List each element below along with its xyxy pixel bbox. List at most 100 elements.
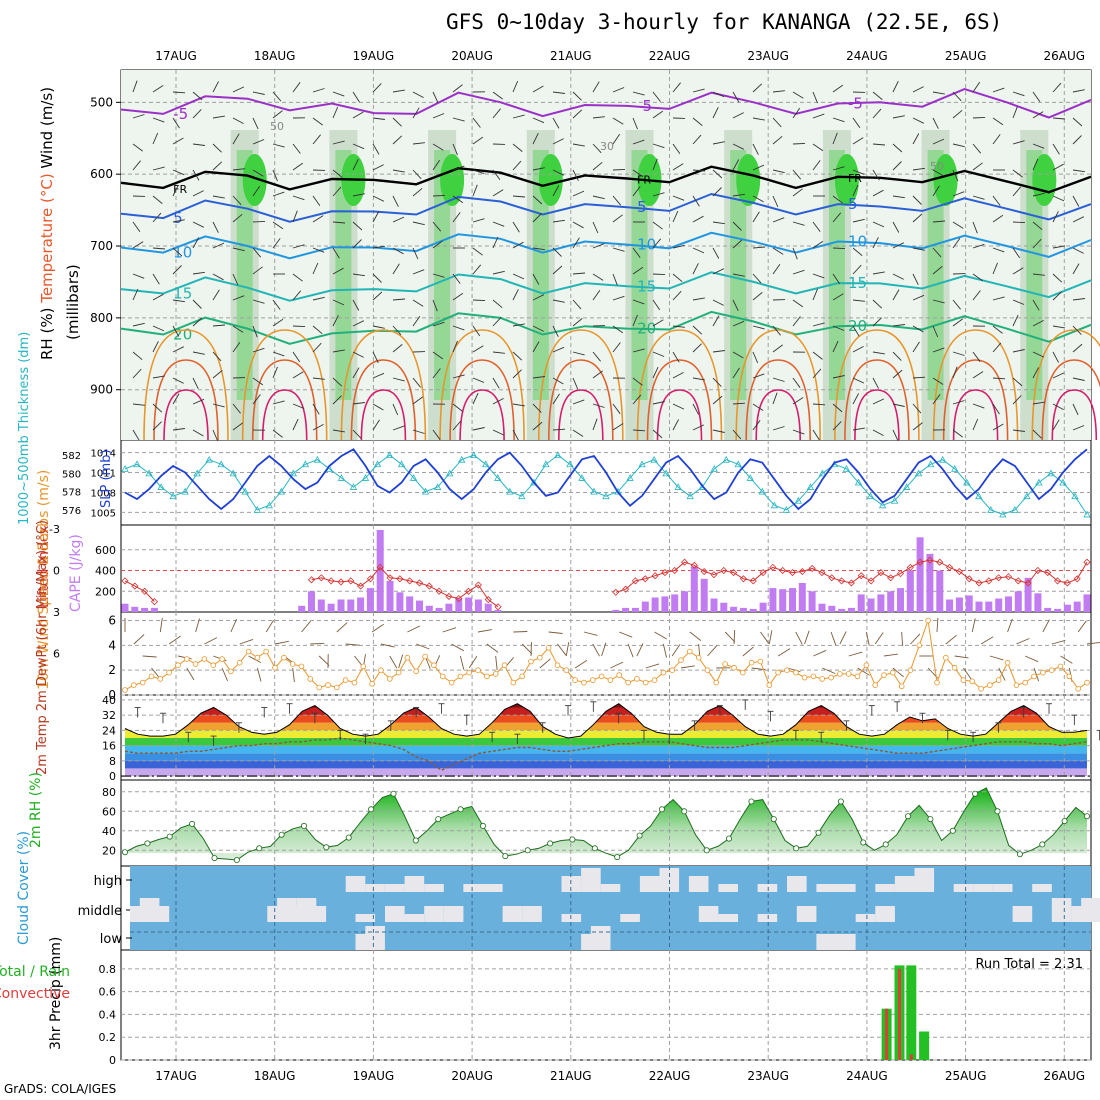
wind-barb (232, 422, 243, 431)
thickness-marker (229, 469, 237, 477)
wind-barb (492, 189, 504, 197)
cape-ylabel: CAPE (J/kg) (68, 534, 84, 612)
series-line-thickness (124, 454, 1088, 515)
wind-barb (932, 91, 945, 95)
wind-barb (152, 293, 164, 301)
wind-barb (1012, 267, 1024, 275)
cape-bar (376, 530, 384, 612)
rh-marker (793, 845, 800, 852)
wind-speed-marker (316, 684, 323, 691)
warm-contour (952, 389, 999, 441)
wind10m-barb (265, 619, 274, 633)
cloud-cover-block (757, 914, 778, 922)
rh-marker (524, 847, 531, 854)
thickness-marker (734, 460, 742, 468)
lifted-index-marker (730, 569, 738, 577)
wind-barb (552, 91, 565, 94)
bottom-date-label: 19AUG (353, 1069, 395, 1083)
wind-barb (192, 143, 205, 146)
cloud-cover-block (620, 914, 640, 922)
rh2m-ylabel: 2m RH (%) (28, 772, 44, 848)
wind-barb (672, 273, 683, 283)
wind-barb (172, 169, 185, 176)
cape-bar (651, 597, 659, 612)
wind-barb (252, 266, 263, 275)
cloud-cover-block (875, 906, 895, 922)
wind-barb (872, 143, 886, 146)
wind10m-barb (486, 643, 499, 653)
lifted-index-marker (720, 566, 728, 575)
wind-barb (972, 371, 984, 379)
precip-run-total: Run Total = 2.31 (975, 957, 1083, 972)
wind-barb (392, 216, 405, 223)
cloud-cover-block (816, 934, 836, 950)
rh-marker (502, 853, 509, 860)
wind-barb (432, 240, 443, 249)
wind-barb (172, 393, 180, 405)
wind10m-barb (874, 632, 884, 645)
wind10m-barb (627, 643, 634, 658)
wind-barb (432, 194, 446, 197)
warm-contour (1031, 329, 1100, 441)
wind-barb (172, 91, 186, 94)
wind-speed-marker (995, 677, 1002, 683)
wind10m-barb (371, 623, 384, 633)
cloud-cover-block (424, 884, 444, 892)
wind-barb (392, 403, 399, 416)
cloud-cover-block (306, 906, 327, 922)
wind-barb (1032, 320, 1044, 327)
wind-barb (192, 91, 203, 101)
wind-barb (372, 211, 380, 223)
wind-speed-marker (889, 669, 896, 676)
cape-bar (779, 589, 787, 612)
wind-barb (832, 84, 844, 93)
rh-marker (166, 833, 173, 840)
thickness-marker (385, 451, 394, 459)
wind10m-barb (707, 645, 718, 657)
wind-barb (272, 221, 284, 230)
wind-speed-marker (554, 662, 561, 668)
wind-barb (392, 263, 400, 275)
lifted-index-marker (622, 585, 630, 593)
wind-barb (292, 371, 304, 379)
wind-barb (612, 117, 624, 125)
rh-marker (211, 855, 218, 862)
wind-barb (232, 168, 245, 171)
thickness-marker (542, 460, 550, 468)
wind-barb (832, 195, 843, 204)
rh-marker (770, 816, 777, 823)
wind-barb (652, 158, 658, 171)
lifted-index-line (615, 559, 1088, 593)
wind10m-barb (336, 622, 348, 633)
wind-barb (612, 403, 621, 414)
wind-barb (592, 221, 599, 234)
wind-barb (212, 161, 223, 171)
wind-speed-marker (695, 654, 702, 661)
wind-barb (372, 325, 385, 329)
wind-barb (1052, 419, 1060, 431)
wind10m-barb (689, 631, 702, 641)
wind-barb (812, 403, 826, 406)
wind-barb (1032, 158, 1039, 171)
wind-barb (932, 185, 940, 197)
wind-barb (832, 403, 843, 413)
wind-speed-marker (686, 648, 693, 655)
wind-speed-marker (854, 673, 861, 680)
wind-barb (792, 247, 798, 260)
wind-barb (872, 398, 885, 405)
wind-barb (472, 392, 479, 405)
rh-marker (368, 806, 375, 813)
wind-barb (972, 81, 981, 93)
bottom-date-label: 24AUG (846, 1069, 888, 1083)
wind-barb (1052, 245, 1065, 249)
wind-barb (252, 299, 265, 304)
wind-barb (212, 403, 225, 408)
wind-speed-marker (969, 678, 976, 685)
wind-barb (1032, 273, 1045, 276)
wind-speed-marker (201, 656, 208, 662)
cloud-cover-block (757, 884, 778, 892)
wind-barb (432, 273, 445, 278)
thickness-marker (193, 469, 201, 477)
rh-moist-column (631, 150, 648, 400)
wind-barb (512, 143, 523, 152)
